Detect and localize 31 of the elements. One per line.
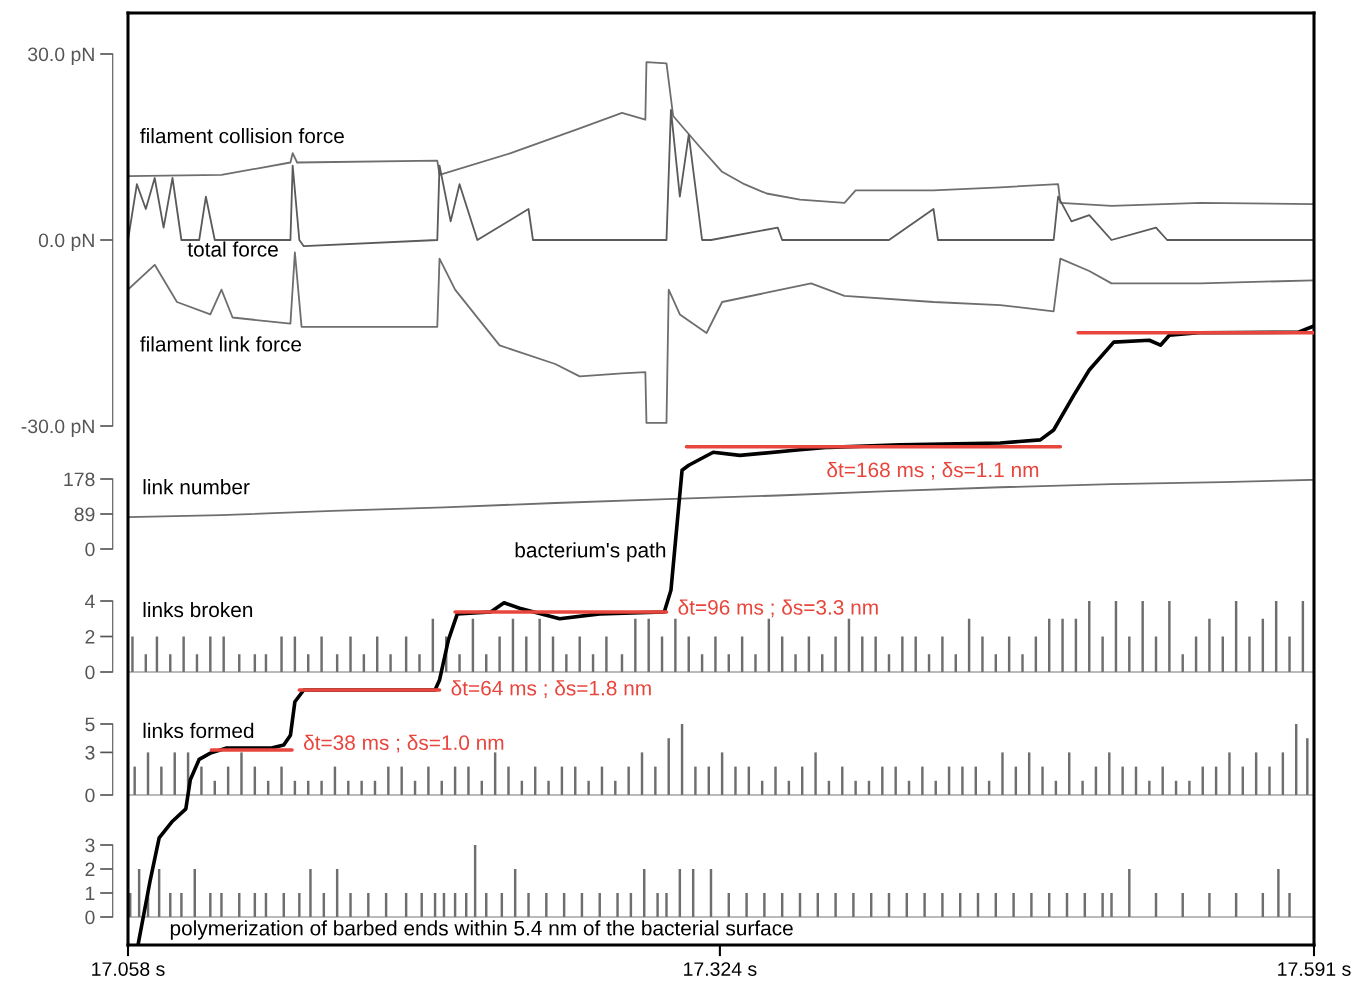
series-label: bacterium's path: [515, 542, 666, 562]
y-tick-label: 2: [85, 862, 95, 877]
y-tick-label: 30.0 pN: [28, 47, 94, 66]
y-tick-label: 0.0 pN: [38, 233, 94, 252]
y-tick-label: 3: [85, 745, 95, 760]
x-tick-label: 17.058 s: [92, 962, 165, 976]
annotation: δt=38 ms ; δs=1.0 nm: [303, 734, 504, 753]
y-tick-label: 1: [86, 886, 95, 901]
annotation: total force: [187, 241, 278, 257]
annotation: filament collision force: [140, 127, 344, 144]
annotation: links broken: [143, 601, 253, 618]
y-tick-label: 0: [85, 788, 95, 803]
y-tick-label: 4: [84, 594, 95, 609]
y-tick-label: -30.0 pN: [21, 419, 94, 438]
y-tick-label: 3: [85, 838, 95, 853]
annotation: links formed: [143, 722, 254, 739]
annotation: δt=64 ms ; δs=1.8 nm: [451, 680, 651, 699]
y-tick-label: 5: [85, 717, 95, 732]
x-tick-label: 17.324 s: [684, 962, 757, 976]
annotation: δt=168 ms ; δs=1.1 nm: [827, 461, 1039, 480]
annotation: link number: [143, 479, 250, 495]
annotation: filament link force: [140, 336, 302, 352]
y-tick-label: 0: [85, 665, 95, 680]
x-tick-label: 17.591 s: [1278, 962, 1351, 976]
y-tick-label: 0: [85, 910, 95, 925]
annotation: polymerization of barbed ends within 5.4 nm of the bacterial surface: [170, 920, 793, 940]
y-tick-label: 89: [74, 507, 95, 522]
y-tick-label: 178: [64, 472, 95, 487]
y-tick-label: 0: [85, 542, 95, 557]
y-tick-label: 2: [85, 629, 95, 644]
annotation: δt=96 ms ; δs=3.3 nm: [678, 599, 878, 618]
